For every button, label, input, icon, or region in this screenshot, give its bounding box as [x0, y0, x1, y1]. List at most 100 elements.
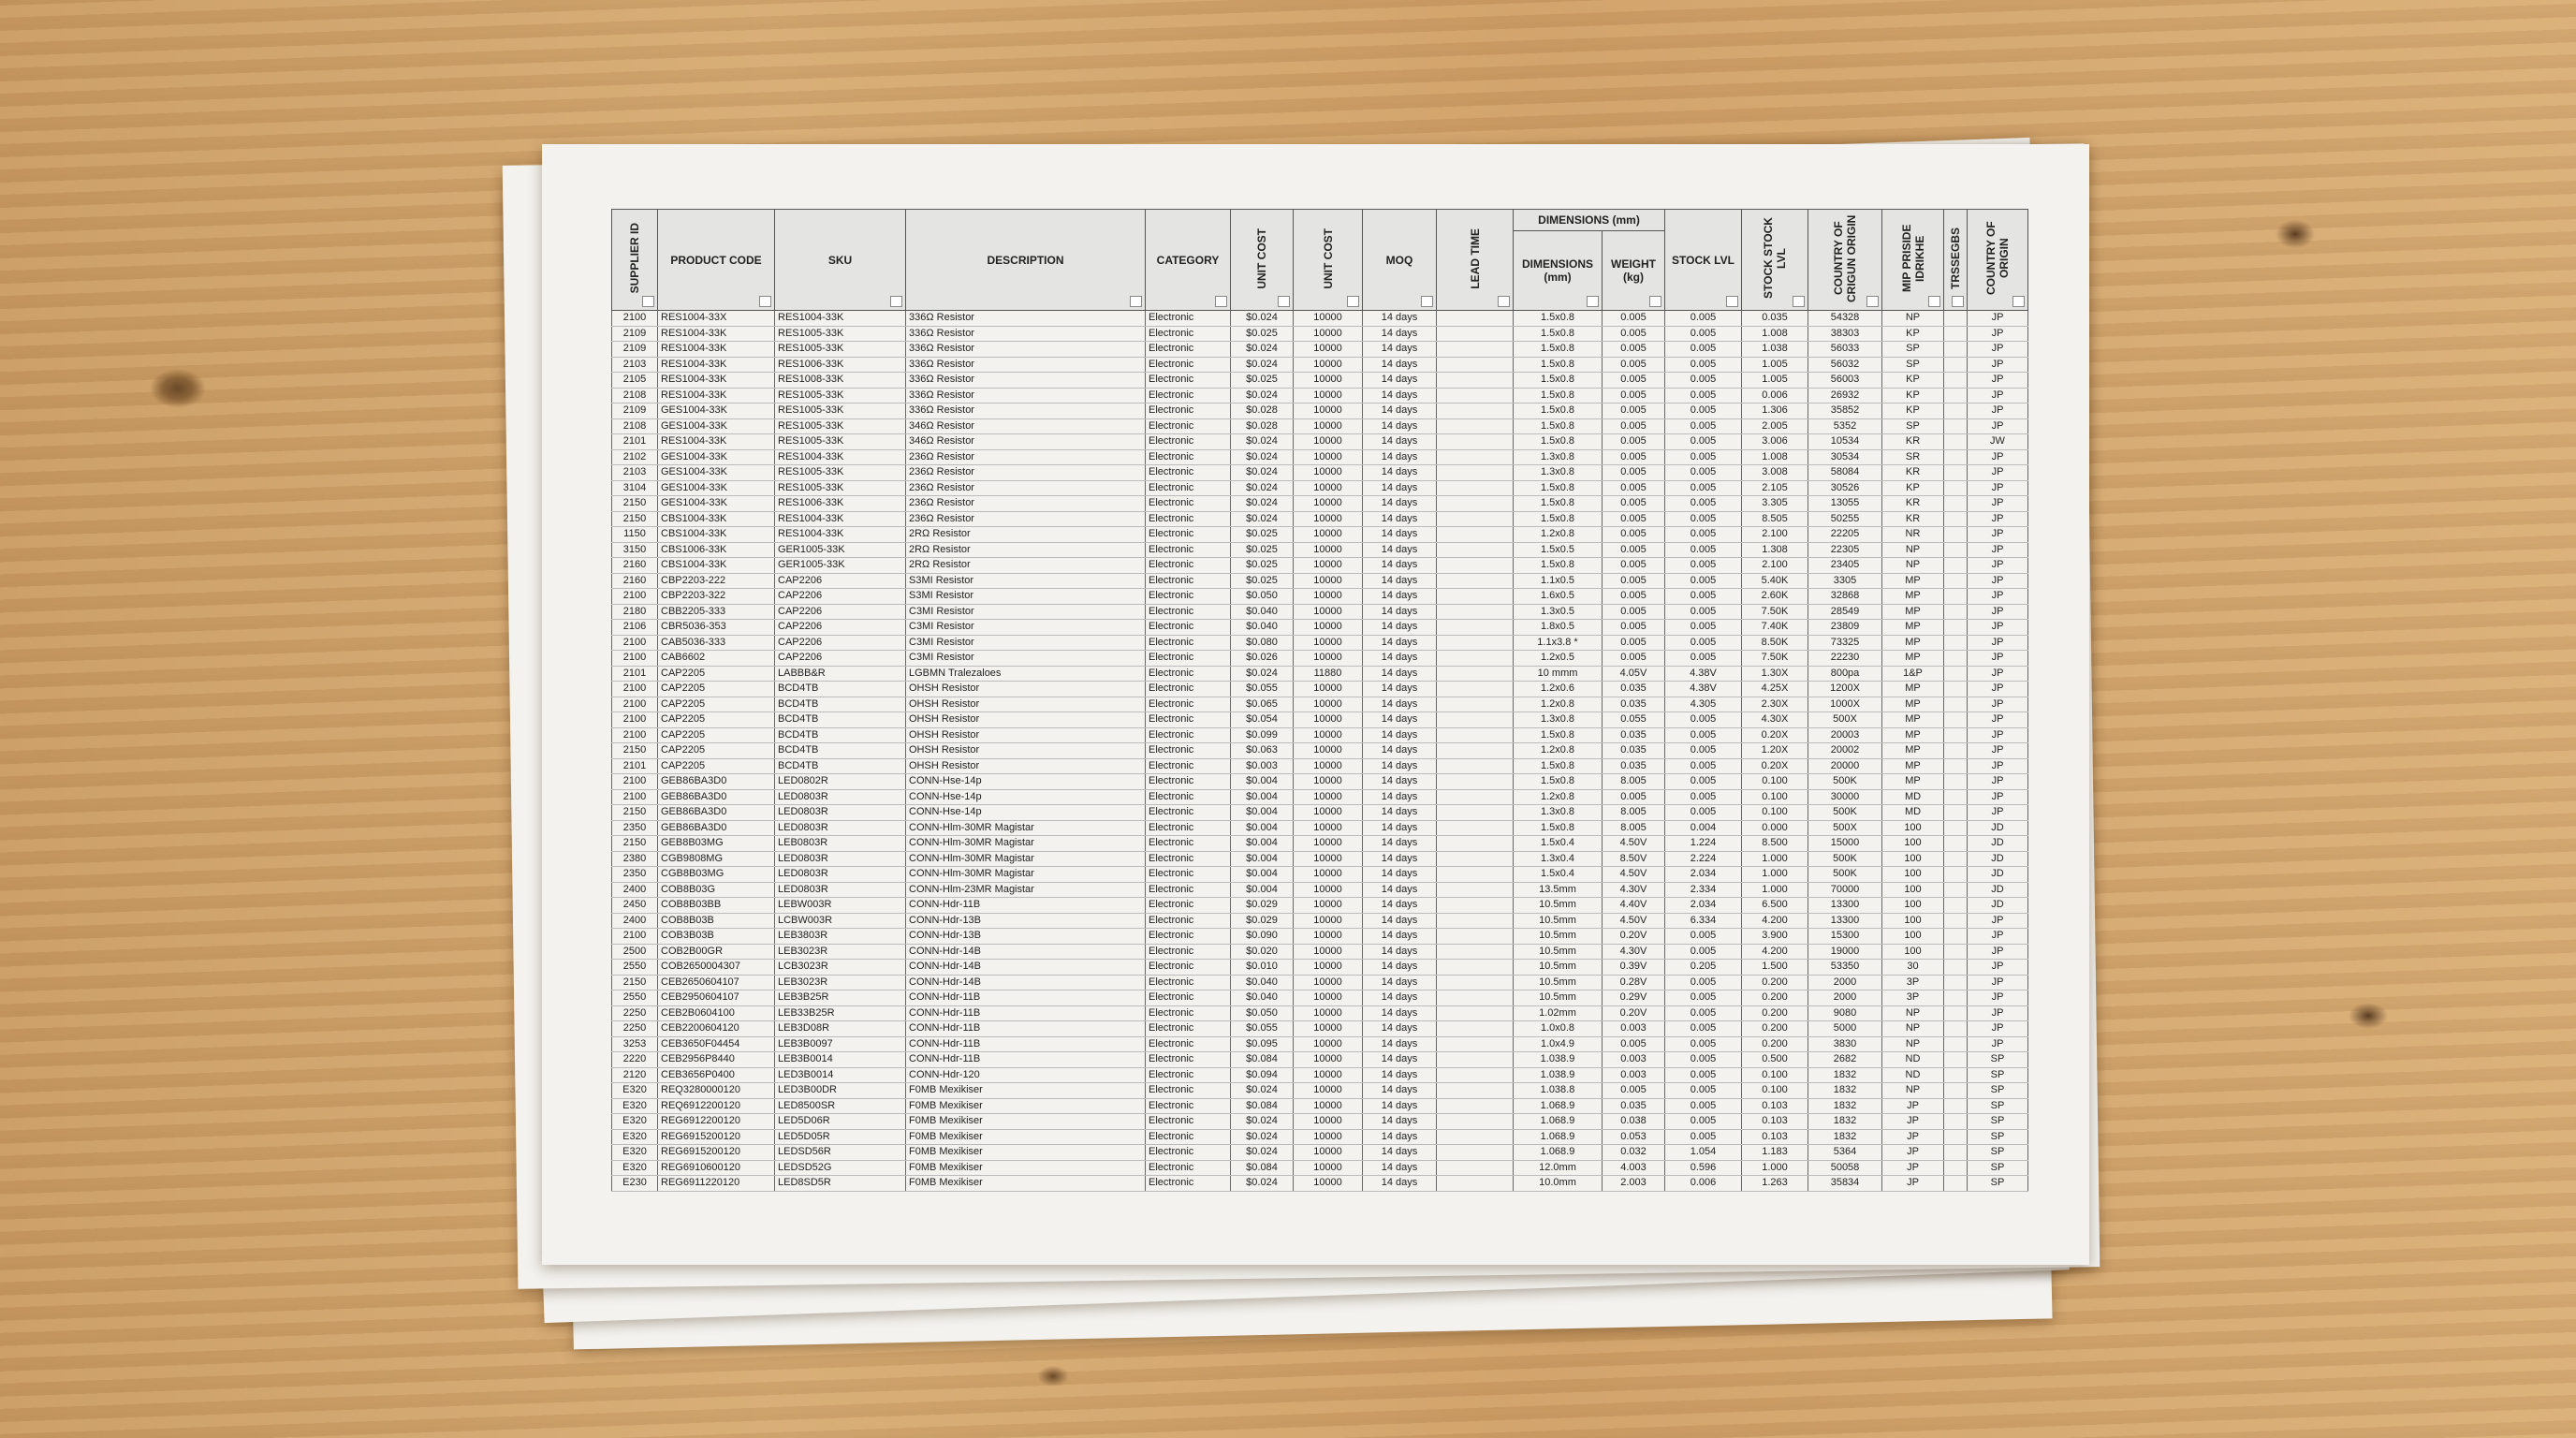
table-cell: $0.028 — [1230, 403, 1294, 419]
table-cell — [1436, 511, 1514, 527]
table-cell: 10000 — [1293, 851, 1363, 867]
table-cell: C3MI Resistor — [905, 650, 1146, 667]
table-cell: ND — [1881, 1067, 1944, 1083]
table-cell: 500X — [1808, 820, 1882, 836]
table-cell: JD — [1967, 882, 2028, 898]
table-cell: 14 days — [1362, 1160, 1437, 1176]
table-cell — [1943, 758, 1968, 774]
table-cell: Electronic — [1145, 712, 1231, 728]
table-cell: 2000 — [1808, 990, 1882, 1006]
table-cell: JP — [1967, 480, 2028, 496]
table-cell: 0.005 — [1664, 464, 1742, 481]
table-cell: 14 days — [1362, 341, 1437, 358]
table-cell: 30526 — [1808, 480, 1882, 496]
table-cell: Electronic — [1145, 1005, 1231, 1021]
table-cell: 0.005 — [1664, 1098, 1742, 1114]
table-row: 2108 GES1004-33K RES1005-33K 346Ω Resistor E… — [611, 418, 2028, 434]
table-cell: $0.024 — [1230, 480, 1294, 496]
table-cell: Electronic — [1145, 418, 1231, 434]
table-cell: 2RΩ Resistor — [905, 542, 1146, 558]
table-cell: 14 days — [1362, 990, 1437, 1006]
table-cell: 22305 — [1808, 542, 1882, 558]
table-cell: SP — [1967, 1160, 2028, 1176]
table-cell: 2150 — [611, 742, 658, 759]
table-cell: KR — [1881, 511, 1944, 527]
filter-button — [642, 296, 654, 307]
column-header: SUPPLIER ID — [611, 209, 658, 311]
table-cell — [1943, 1005, 1968, 1021]
table-cell: LED5D06R — [774, 1113, 906, 1130]
table-cell: 336Ω Resistor — [905, 310, 1146, 327]
table-cell: 20002 — [1808, 742, 1882, 759]
table-cell: NP — [1881, 1036, 1944, 1052]
table-cell: 0.005 — [1602, 372, 1665, 389]
table-cell: 2400 — [611, 913, 658, 929]
table-cell: 13.5mm — [1513, 882, 1603, 898]
table-cell: 10000 — [1293, 310, 1363, 327]
table-cell: 1&P — [1881, 666, 1944, 682]
table-cell: 10000 — [1293, 1113, 1363, 1130]
table-cell: 0.005 — [1602, 326, 1665, 342]
table-cell: KP — [1881, 480, 1944, 496]
table-cell: 10000 — [1293, 820, 1363, 836]
table-cell: REG6915200120 — [657, 1144, 775, 1161]
table-cell: Electronic — [1145, 789, 1231, 805]
table-cell — [1436, 866, 1514, 883]
table-cell: JP — [1967, 990, 2028, 1006]
table-cell: $0.025 — [1230, 573, 1294, 589]
table-cell — [1943, 820, 1968, 836]
table-cell: 2250 — [611, 1005, 658, 1021]
table-cell: Electronic — [1145, 959, 1231, 976]
table-cell: JP — [1967, 697, 2028, 712]
table-cell: 14 days — [1362, 1051, 1437, 1068]
table-cell: CONN-Hlm-30MR Magistar — [905, 835, 1146, 852]
table-cell: JP — [1967, 1020, 2028, 1037]
table-cell: 10000 — [1293, 990, 1363, 1006]
table-row: E320 REG6912200120 LED5D06R F0MB Mexikiser E… — [611, 1113, 2028, 1130]
table-cell — [1436, 480, 1514, 496]
table-cell: 2120 — [611, 1067, 658, 1083]
table-cell: 0.005 — [1664, 650, 1742, 667]
table-row: 2100 COB3B03B LEB3803R CONN-Hdr-13B Electron… — [611, 928, 2028, 945]
table-cell: 0.005 — [1664, 1036, 1742, 1052]
table-cell: Electronic — [1145, 341, 1231, 358]
table-cell: CONN-Hdr-11B — [905, 990, 1146, 1006]
table-cell: 1.2x0.8 — [1513, 697, 1603, 712]
table-cell: LED0803R — [774, 820, 906, 836]
table-cell: Electronic — [1145, 511, 1231, 527]
table-cell: 10000 — [1293, 326, 1363, 342]
table-cell: GES1004-33K — [657, 464, 775, 481]
table-cell: 30000 — [1808, 789, 1882, 805]
table-cell: $0.025 — [1230, 557, 1294, 574]
table-cell: 2101 — [611, 433, 658, 450]
table-cell: E230 — [611, 1175, 658, 1192]
table-cell: 1.1x0.5 — [1513, 573, 1603, 589]
table-cell: RES1008-33K — [774, 372, 906, 389]
table-cell — [1943, 959, 1968, 976]
table-cell: 14 days — [1362, 1020, 1437, 1037]
spreadsheet: SUPPLIER ID PRODUCT CODE SKU DESCRIPTION CAT… — [611, 209, 2028, 1192]
table-cell: CAB5036-333 — [657, 635, 775, 651]
table-cell: 0.005 — [1664, 635, 1742, 651]
table-cell: 500K — [1808, 773, 1882, 790]
table-cell: 0.005 — [1602, 341, 1665, 358]
table-cell: RES1004-33K — [774, 526, 906, 543]
table-cell: CONN-Hdr-14B — [905, 959, 1146, 976]
table-cell: 2180 — [611, 604, 658, 620]
table-cell — [1943, 480, 1968, 496]
table-cell: 10000 — [1293, 773, 1363, 790]
table-cell: 0.005 — [1664, 1129, 1742, 1145]
table-cell: 1.068.9 — [1513, 1098, 1603, 1114]
table-cell: JP — [1967, 712, 2028, 728]
table-cell: MP — [1881, 681, 1944, 697]
table-cell: JP — [1967, 418, 2028, 434]
table-cell: JP — [1967, 959, 2028, 976]
table-cell: 1.005 — [1741, 357, 1808, 373]
table-cell: 0.005 — [1664, 341, 1742, 358]
table-cell: 14 days — [1362, 789, 1437, 805]
table-cell: JP — [1967, 975, 2028, 990]
table-cell — [1943, 851, 1968, 867]
table-cell: $0.024 — [1230, 388, 1294, 404]
table-cell: CAP2206 — [774, 573, 906, 589]
table-cell: 0.005 — [1602, 650, 1665, 667]
